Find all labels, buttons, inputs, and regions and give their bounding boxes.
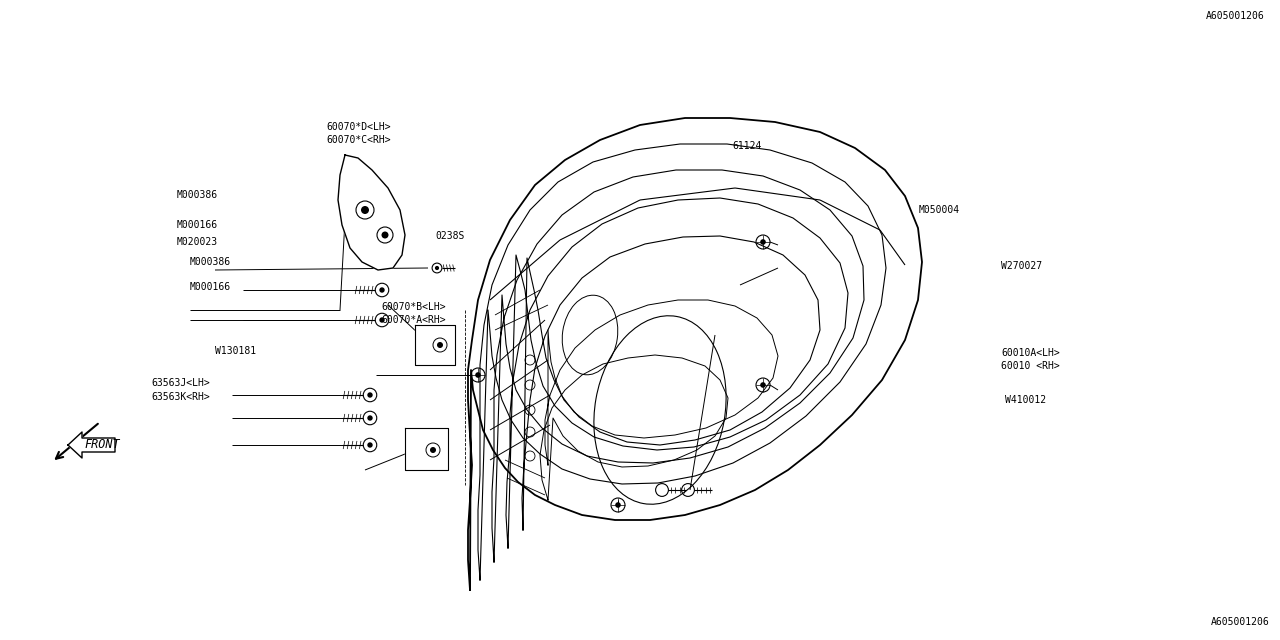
Circle shape [616, 502, 621, 508]
Circle shape [760, 382, 765, 388]
Text: 60010 <RH>: 60010 <RH> [1001, 361, 1060, 371]
Text: 0238S: 0238S [435, 230, 465, 241]
Text: M000166: M000166 [177, 220, 218, 230]
Circle shape [367, 415, 372, 420]
Polygon shape [68, 432, 115, 458]
Text: 60070*D<LH>: 60070*D<LH> [326, 122, 390, 132]
Circle shape [367, 442, 372, 448]
Polygon shape [415, 325, 454, 365]
Text: A605001206: A605001206 [1206, 11, 1265, 21]
Text: 61124: 61124 [732, 141, 762, 151]
Text: 63563J<LH>: 63563J<LH> [151, 378, 210, 388]
Text: 60070*C<RH>: 60070*C<RH> [326, 134, 390, 145]
Circle shape [760, 239, 765, 244]
Circle shape [475, 372, 481, 378]
Text: 60070*A<RH>: 60070*A<RH> [381, 315, 445, 325]
Circle shape [430, 447, 436, 453]
Circle shape [361, 206, 369, 214]
Circle shape [379, 317, 385, 323]
Circle shape [436, 342, 443, 348]
Text: M000166: M000166 [189, 282, 230, 292]
Polygon shape [404, 428, 448, 470]
Text: 63563K<RH>: 63563K<RH> [151, 392, 210, 402]
Text: 60070*B<LH>: 60070*B<LH> [381, 302, 445, 312]
Text: A605001206: A605001206 [1211, 617, 1270, 627]
Circle shape [379, 287, 385, 292]
Polygon shape [338, 155, 404, 270]
Text: M000386: M000386 [189, 257, 230, 268]
Text: 60010A<LH>: 60010A<LH> [1001, 348, 1060, 358]
Text: W130181: W130181 [215, 346, 256, 356]
Text: M020023: M020023 [177, 237, 218, 247]
Text: W410012: W410012 [1005, 395, 1046, 405]
Circle shape [435, 266, 439, 270]
Circle shape [367, 392, 372, 397]
Text: FRONT: FRONT [84, 438, 119, 451]
Text: W270027: W270027 [1001, 260, 1042, 271]
Text: M000386: M000386 [177, 190, 218, 200]
Text: M050004: M050004 [919, 205, 960, 215]
Circle shape [381, 232, 389, 239]
